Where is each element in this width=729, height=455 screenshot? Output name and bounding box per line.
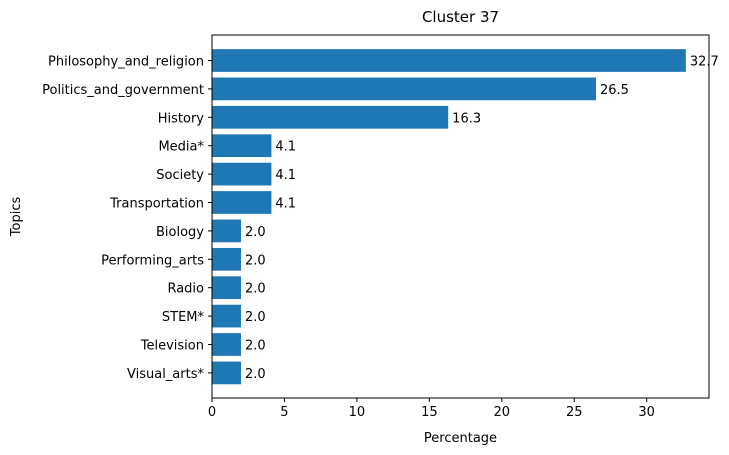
plot-frame [211,34,710,399]
y-tick-label-0: Philosophy_and_religion [48,55,204,70]
y-tick-label-4: Society [156,168,204,183]
data-label-8: 2.0 [245,282,266,297]
data-label-4: 4.1 [275,168,296,183]
y-tick-label-6: Biology [156,225,204,240]
x-tick-label-5: 25 [566,405,583,420]
bar-3 [212,134,272,158]
bars-group: 32.7 26.5 16.3 4.1 4.1 4.1 2.0 2.0 2.0 2.0 2.0 2.0 [212,49,719,385]
data-label-3: 4.1 [275,140,296,155]
x-tick-label-2: 10 [349,405,366,420]
bar-9 [212,304,241,328]
y-axis-label: Topics [9,197,24,238]
y-axis-ticks: Philosophy_and_religion Politics_and_gove… [42,55,212,382]
y-tick-label-9: STEM* [162,310,205,325]
data-label-7: 2.0 [245,253,266,268]
bar-7 [212,247,241,271]
data-label-6: 2.0 [245,225,266,240]
data-label-1: 26.5 [600,83,629,98]
data-label-11: 2.0 [245,367,266,382]
y-tick-label-3: Media* [158,140,204,155]
bar-10 [212,333,241,356]
bar-1 [212,77,596,101]
x-tick-label-4: 20 [494,405,511,420]
x-axis-label: Percentage [424,431,497,446]
y-tick-label-5: Transportation [109,197,204,212]
y-tick-label-1: Politics_and_government [42,83,204,98]
data-label-5: 4.1 [275,197,296,212]
x-tick-label-1: 5 [280,405,288,420]
y-tick-label-11: Visual_arts* [127,367,204,382]
data-label-0: 32.7 [690,55,719,70]
bar-2 [212,105,449,129]
bar-5 [212,191,272,214]
y-tick-label-10: Television [140,339,204,354]
data-label-2: 16.3 [452,111,481,126]
y-tick-label-7: Performing_arts [101,253,204,268]
x-tick-label-0: 0 [208,405,216,420]
chart-title: Cluster 37 [422,8,499,26]
bar-6 [212,219,241,243]
data-label-10: 2.0 [245,339,266,354]
data-label-9: 2.0 [245,310,266,325]
x-tick-label-6: 30 [638,405,655,420]
y-tick-label-8: Radio [167,282,204,297]
y-tick-label-2: History [158,111,205,126]
bar-4 [212,162,272,186]
bar-0 [212,49,686,72]
x-axis-ticks: 0 5 10 15 20 25 30 [208,398,655,420]
bar-8 [212,276,241,300]
bar-11 [212,361,241,385]
x-tick-label-3: 15 [421,405,438,420]
